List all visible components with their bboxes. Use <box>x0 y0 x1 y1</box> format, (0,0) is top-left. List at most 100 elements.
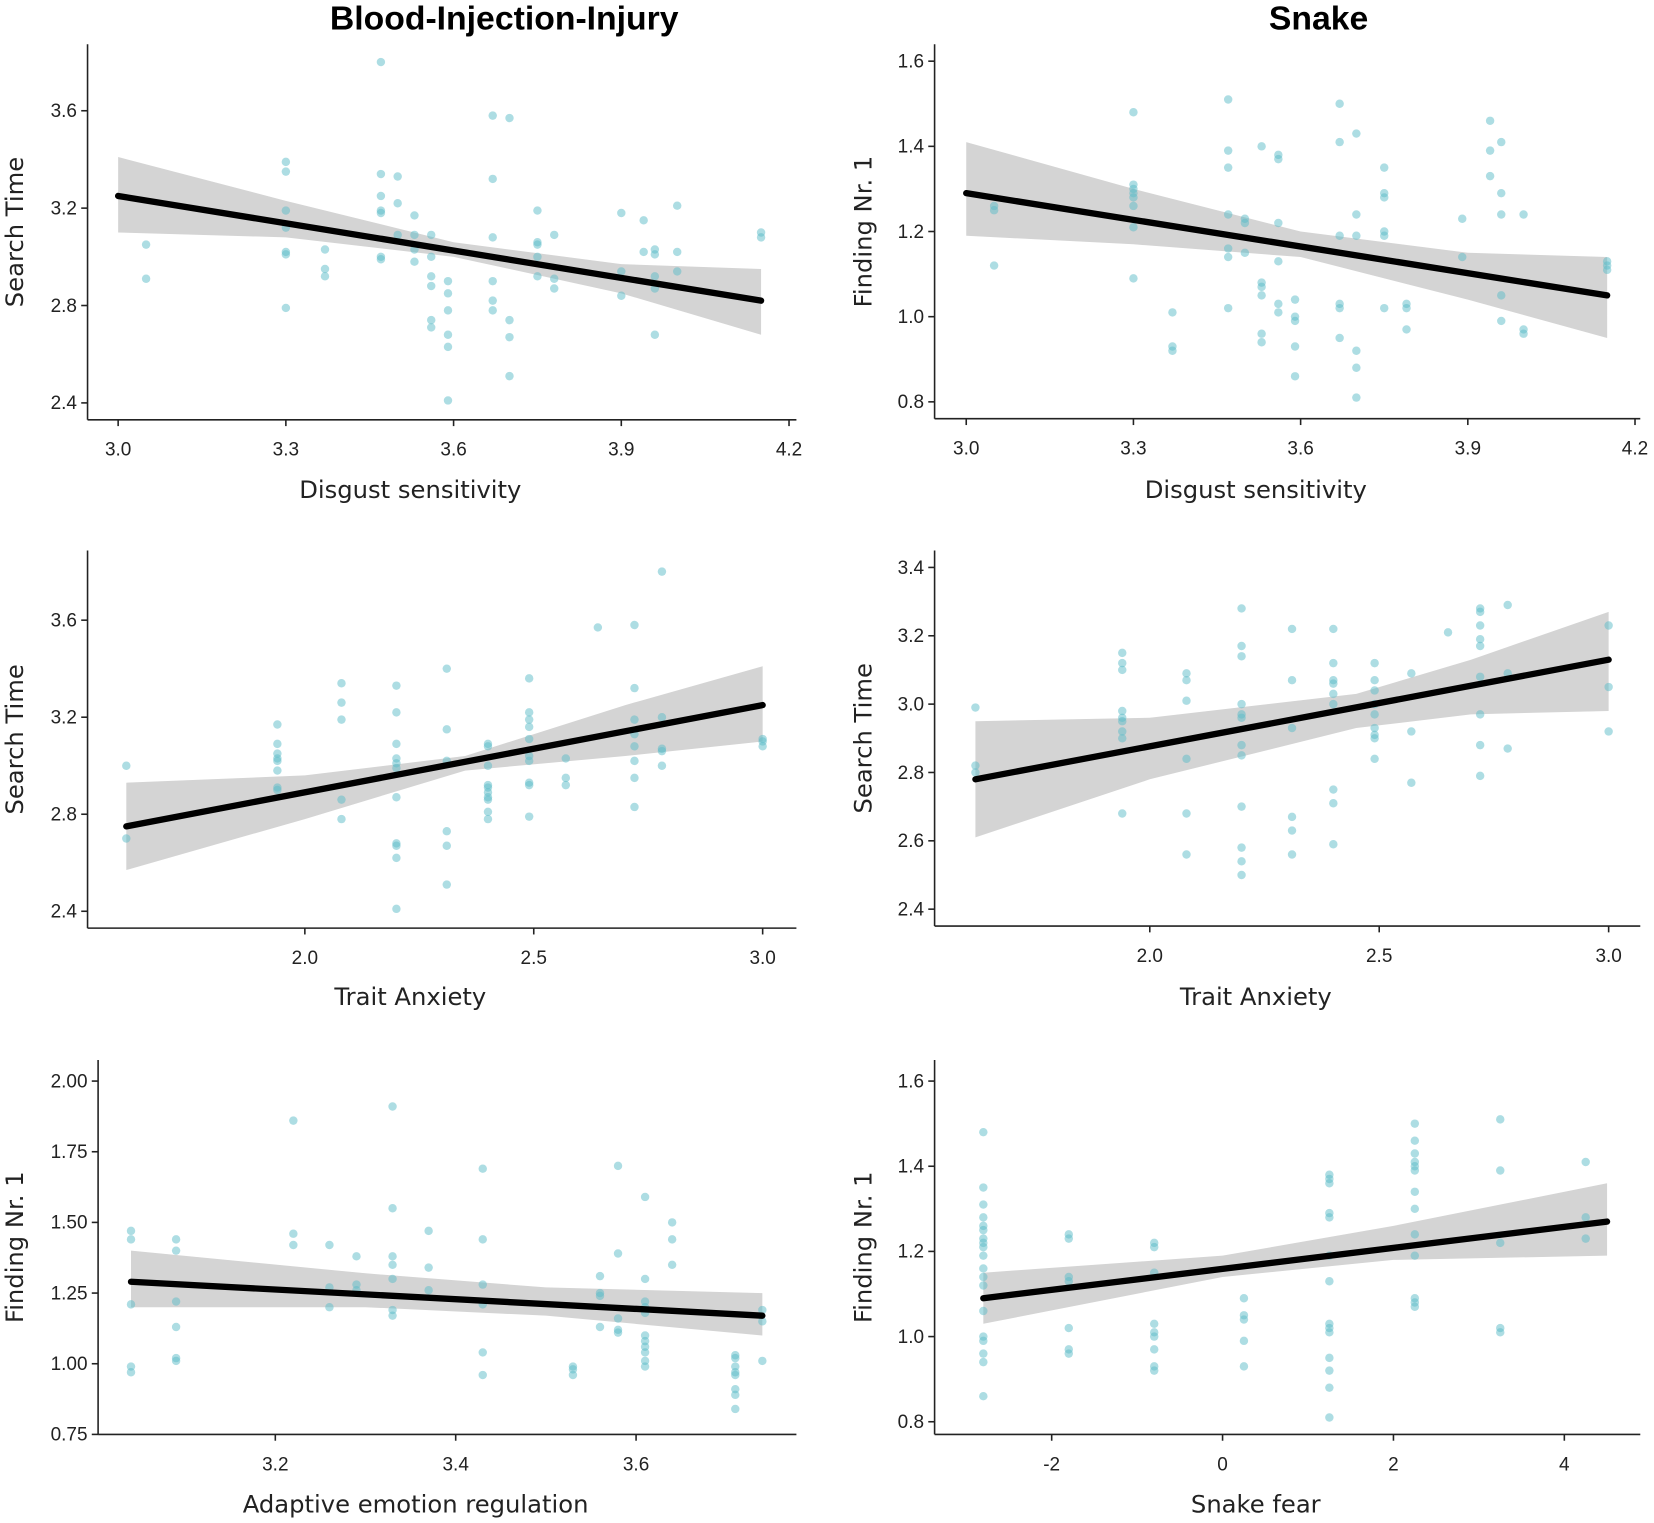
data-point <box>1118 658 1127 668</box>
data-point <box>1223 163 1233 172</box>
data-point <box>1118 648 1127 658</box>
confidence-band <box>983 1183 1608 1324</box>
data-point <box>971 761 980 770</box>
regression-line <box>972 656 1612 783</box>
data-point <box>392 681 401 690</box>
y-tick-label: 3.6 <box>51 610 77 631</box>
data-point <box>1410 1302 1420 1311</box>
data-point <box>281 250 291 259</box>
regression-line <box>963 190 1611 299</box>
data-point <box>427 252 436 262</box>
y-tick-label: 2.8 <box>51 805 77 826</box>
x-axis-title: Trait Anxiety <box>333 982 486 1011</box>
data-point <box>524 722 534 732</box>
data-point <box>1380 163 1389 172</box>
data-point <box>171 1356 181 1366</box>
data-point <box>979 1306 988 1316</box>
data-point <box>289 1229 298 1238</box>
data-point <box>595 1322 605 1332</box>
x-tick-label: 3.0 <box>1595 946 1621 967</box>
data-point <box>1182 675 1191 685</box>
data-point <box>376 57 386 67</box>
y-axis-title: Search Time <box>0 664 29 814</box>
data-point <box>289 1116 298 1125</box>
data-point <box>1223 146 1233 155</box>
data-point <box>989 261 999 270</box>
data-point <box>1370 675 1379 685</box>
data-point <box>1223 95 1233 104</box>
y-tick-label: 2.8 <box>51 296 77 317</box>
y-tick-label: 2.4 <box>51 902 77 923</box>
data-point <box>650 250 660 259</box>
data-point <box>979 1200 988 1209</box>
x-tick-label: 2.5 <box>1366 946 1392 967</box>
data-point <box>171 1322 181 1332</box>
data-point <box>1497 316 1506 326</box>
data-point <box>1370 754 1379 764</box>
data-point <box>657 746 667 756</box>
data-point <box>1402 325 1411 334</box>
data-point <box>630 773 639 783</box>
data-point <box>613 1249 623 1258</box>
data-point <box>524 674 534 683</box>
data-point <box>1257 329 1266 338</box>
data-point <box>483 761 493 770</box>
data-point <box>141 240 151 249</box>
data-point <box>1329 785 1338 794</box>
x-tick-label: 3.2 <box>262 1454 288 1475</box>
y-tick-label: 3.2 <box>898 626 924 647</box>
data-point <box>478 1164 487 1173</box>
data-point <box>1443 628 1453 637</box>
data-point <box>1149 1242 1159 1252</box>
y-tick-label: 1.0 <box>898 307 924 328</box>
data-point <box>1458 252 1467 262</box>
data-point <box>1325 1277 1334 1286</box>
data-point <box>979 1213 988 1222</box>
panel-2: 3.0 3.3 3.6 3.9 4.2 0.8 1.0 1.2 1.4 1.6 Disgust se… <box>848 44 1648 504</box>
data-point <box>1329 679 1338 688</box>
data-point <box>1239 1336 1249 1346</box>
data-point <box>1352 231 1361 240</box>
data-point <box>424 1263 433 1272</box>
data-point <box>410 257 419 266</box>
x-tick-label: 3.0 <box>105 440 131 461</box>
y-tick-label: 2.6 <box>898 831 924 852</box>
data-point <box>1485 116 1495 126</box>
data-point <box>524 715 534 724</box>
data-point <box>672 201 682 210</box>
data-point <box>392 708 401 717</box>
data-point <box>617 208 626 218</box>
data-point <box>1410 1119 1420 1128</box>
data-point <box>650 330 660 339</box>
data-point <box>1485 146 1495 155</box>
data-point <box>289 1240 298 1250</box>
data-point <box>1325 1353 1334 1363</box>
data-point <box>979 1127 988 1137</box>
data-point <box>979 1183 988 1192</box>
data-point <box>979 1225 988 1235</box>
data-point <box>505 371 514 381</box>
data-point <box>672 267 682 276</box>
data-point <box>376 255 386 264</box>
y-tick-label: 1.6 <box>898 1071 924 1092</box>
data-point <box>667 1235 677 1244</box>
data-point <box>630 683 639 693</box>
data-point <box>630 742 639 751</box>
data-point <box>1274 154 1283 164</box>
data-point <box>337 814 346 824</box>
data-point <box>1129 201 1138 211</box>
data-point <box>337 715 346 724</box>
data-point <box>1503 744 1512 753</box>
x-tick-label: 2.0 <box>1137 946 1163 967</box>
regression-line <box>114 192 765 304</box>
data-point <box>1581 1213 1590 1222</box>
data-point <box>443 306 453 315</box>
data-point <box>650 272 660 281</box>
data-point <box>1237 713 1246 723</box>
data-point <box>1257 142 1266 151</box>
y-axis-title: Finding Nr. 1 <box>848 156 877 308</box>
y-axis-title: Search Time <box>848 663 877 813</box>
data-point <box>979 1251 988 1260</box>
data-point <box>758 1305 767 1315</box>
data-point <box>392 853 401 863</box>
